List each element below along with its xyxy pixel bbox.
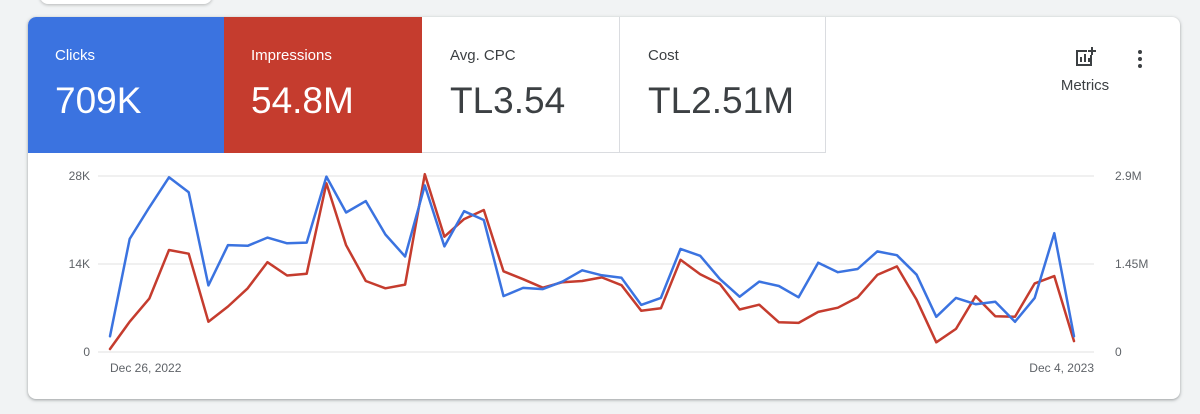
y-left-tick-label: 0 [83,345,90,359]
y-right-tick-label: 2.9M [1115,169,1142,183]
chart-series [108,172,1076,351]
y-left-tick-label: 28K [69,169,90,183]
scorecard-impressions-value: 54.8M [251,80,354,121]
scorecard-clicks-value: 709K [55,80,142,121]
performance-overview-card: Clicks 709K Impressions 54.8M Avg. CPC T… [28,17,1180,399]
performance-line-chart: 0 14K 28K 0 1.45M 2.9M Dec 26, 2022 Dec 4, 2023 [69,169,1149,375]
chart-gridlines [98,175,1094,353]
y-right-tick-label: 1.45M [1115,257,1148,271]
y-right-tick-label: 0 [1115,345,1122,359]
metrics-label: Metrics [1060,77,1110,94]
scorecard-avg-cpc-label: Avg. CPC [450,47,516,64]
add-chart-icon [1076,47,1096,66]
y-left-tick-label: 14K [69,257,90,271]
metrics-button[interactable]: Metrics [1050,45,1120,101]
more-vert-icon[interactable] [1128,47,1152,71]
chart-axis-labels: 0 14K 28K 0 1.45M 2.9M Dec 26, 2022 Dec 4, 2023 [69,169,1149,375]
scorecard-avg-cpc-value: TL3.54 [450,80,566,121]
scorecard-avg-cpc[interactable]: Avg. CPC TL3.54 [422,17,620,153]
scorecard-impressions-label: Impressions [251,47,332,64]
scorecard-clicks-label: Clicks [55,47,95,64]
series-line-impressions [108,172,1076,351]
scorecard-impressions[interactable]: Impressions 54.8M [224,17,422,153]
collapsed-panel-edge [40,0,212,4]
scorecard-cost-value: TL2.51M [648,80,795,121]
x-end-label: Dec 4, 2023 [1029,361,1094,375]
series-line-clicks [108,175,1076,338]
x-start-label: Dec 26, 2022 [110,361,182,375]
scorecard-clicks[interactable]: Clicks 709K [28,17,224,153]
scorecard-cost-label: Cost [648,47,679,64]
scorecard-cost[interactable]: Cost TL2.51M [620,17,826,153]
